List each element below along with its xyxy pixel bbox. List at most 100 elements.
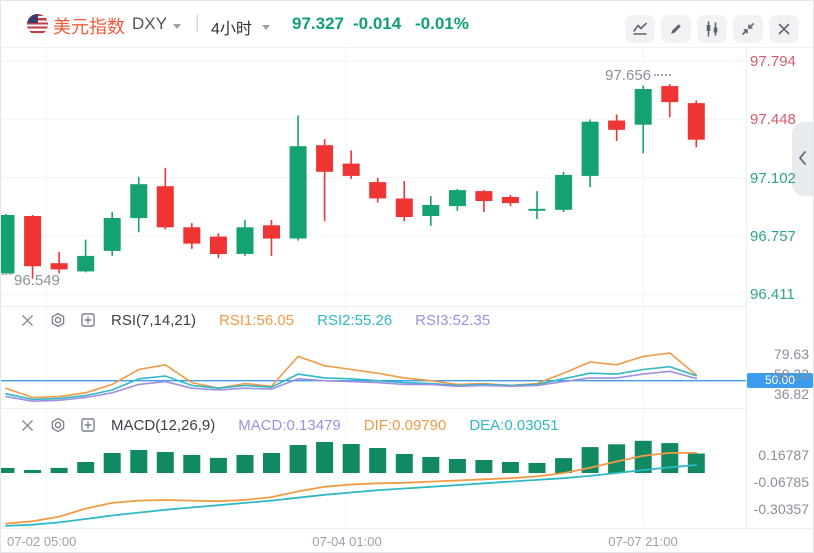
rsi-line-RSI2 bbox=[5, 365, 698, 401]
macd-histogram-bar bbox=[634, 440, 652, 473]
macd-histogram-bar bbox=[316, 442, 334, 473]
candlestick-style-button[interactable] bbox=[697, 15, 727, 43]
macd-histogram-bar bbox=[1, 467, 15, 473]
macd-histogram-bar bbox=[103, 453, 121, 473]
time-tick: 07-04 01:00 bbox=[312, 534, 382, 549]
candle-body bbox=[183, 227, 201, 244]
chevron-down-icon[interactable] bbox=[173, 24, 181, 29]
macd-line-DEA bbox=[5, 464, 698, 527]
macd-histogram-bar bbox=[422, 457, 440, 473]
rsi-settings-button[interactable] bbox=[49, 312, 66, 329]
line-chart-button[interactable] bbox=[625, 15, 655, 43]
macd-add-button[interactable] bbox=[79, 417, 96, 434]
candle-body bbox=[422, 205, 440, 216]
rsi-close-button[interactable] bbox=[19, 312, 36, 329]
candle-body bbox=[687, 103, 705, 140]
macd-value: MACD:0.13479 bbox=[238, 416, 341, 434]
axis-collapse-tab[interactable] bbox=[792, 122, 813, 196]
macd-histogram-bar bbox=[236, 455, 254, 473]
candle-body bbox=[77, 255, 95, 272]
gear-icon bbox=[51, 417, 64, 433]
candle-body bbox=[209, 236, 227, 254]
candle-body bbox=[661, 86, 679, 103]
rsi-panel-chart[interactable] bbox=[1, 307, 746, 408]
pencil-icon bbox=[671, 24, 681, 34]
candle-body bbox=[501, 197, 519, 204]
candle-body bbox=[475, 191, 493, 201]
macd-close-button[interactable] bbox=[19, 417, 36, 434]
candle-body bbox=[581, 121, 599, 176]
candle-body bbox=[130, 184, 148, 219]
rsi3-value: RSI3:52.35 bbox=[415, 311, 491, 329]
candle-body bbox=[316, 145, 334, 172]
candle-body bbox=[342, 163, 360, 176]
macd-histogram-bar bbox=[130, 450, 148, 473]
price-tick-label: 97.102 bbox=[750, 169, 796, 187]
macd-histogram-bar bbox=[528, 463, 546, 473]
macd-histogram-bar bbox=[369, 448, 387, 473]
macd-histogram-bar bbox=[475, 460, 493, 473]
price-tick-label: 97.794 bbox=[750, 53, 796, 70]
macd-histogram-bar bbox=[608, 444, 626, 473]
candle-body bbox=[448, 190, 466, 207]
gear-icon bbox=[51, 312, 64, 328]
macd-histogram-bar bbox=[183, 455, 201, 473]
close-icon bbox=[22, 314, 33, 326]
price-tick-label: 96.411 bbox=[750, 286, 795, 303]
candle-body bbox=[1, 215, 15, 274]
timeframe-dropdown[interactable]: 4小时 bbox=[211, 21, 252, 38]
plus-square-icon bbox=[80, 313, 95, 327]
candle-body bbox=[24, 216, 42, 267]
plus-square-icon bbox=[80, 418, 95, 432]
rsi-level-tag: 50.00 bbox=[747, 373, 813, 389]
low-price-annotation: 96.549 bbox=[14, 272, 60, 289]
price-change-percent: -0.01% bbox=[415, 14, 469, 33]
time-tick: 07-07 21:00 bbox=[608, 534, 678, 549]
dif-value: DIF:0.09790 bbox=[363, 416, 447, 434]
macd-histogram-bar bbox=[395, 454, 413, 473]
macd-settings-button[interactable] bbox=[49, 417, 66, 434]
rsi-add-button[interactable] bbox=[79, 312, 96, 329]
line-chart-icon bbox=[633, 22, 647, 35]
candle-body bbox=[608, 120, 626, 130]
candle-body bbox=[528, 208, 546, 211]
macd-panel-chart[interactable] bbox=[1, 409, 746, 528]
macd-histogram-bar bbox=[263, 453, 280, 473]
candle-body bbox=[634, 89, 652, 125]
toolbar-separator: | bbox=[195, 12, 200, 32]
macd-histogram-bar bbox=[661, 443, 679, 473]
dea-value: DEA:0.03051 bbox=[469, 416, 559, 434]
macd-histogram-bar bbox=[24, 470, 42, 473]
candle-body bbox=[395, 198, 413, 217]
macd-histogram-bar bbox=[289, 445, 307, 473]
rsi-tick-label: 79.63 bbox=[773, 346, 809, 362]
price-axis-border bbox=[746, 47, 747, 528]
candle-body bbox=[50, 263, 68, 270]
high-price-annotation: 97.656 bbox=[605, 67, 651, 84]
price-tick-label: 96.757 bbox=[750, 227, 796, 245]
panel-separator bbox=[1, 306, 746, 307]
price-change: -0.014 bbox=[353, 14, 402, 33]
macd-histogram-bar bbox=[342, 444, 360, 473]
rsi-panel-header: RSI(7,14,21) RSI1:56.05 RSI2:55.26 RSI3:… bbox=[19, 309, 490, 331]
candle-body bbox=[369, 182, 387, 199]
chevron-down-icon[interactable] bbox=[262, 25, 270, 30]
macd-tick-label: -0.06785 bbox=[753, 473, 809, 490]
symbol-dropdown[interactable]: DXY bbox=[132, 14, 167, 33]
main-candlestick-chart[interactable] bbox=[1, 47, 746, 306]
last-price: 97.327 bbox=[292, 14, 344, 33]
price-tick-label: 97.448 bbox=[750, 111, 796, 129]
collapse-button[interactable] bbox=[733, 15, 763, 43]
macd-histogram-bar bbox=[555, 458, 573, 473]
instrument-name: 美元指数 bbox=[53, 17, 125, 37]
candle-body bbox=[289, 146, 307, 239]
chevron-left-icon bbox=[799, 151, 806, 165]
candle-body bbox=[555, 174, 573, 210]
time-tick: 07-02 05:00 bbox=[7, 534, 77, 549]
rsi-line-RSI3 bbox=[5, 370, 698, 403]
draw-button[interactable] bbox=[661, 15, 691, 43]
collapse-arrows-icon bbox=[742, 23, 754, 35]
high-annotation-dotted-line bbox=[654, 74, 671, 76]
close-chart-button[interactable] bbox=[769, 15, 799, 43]
